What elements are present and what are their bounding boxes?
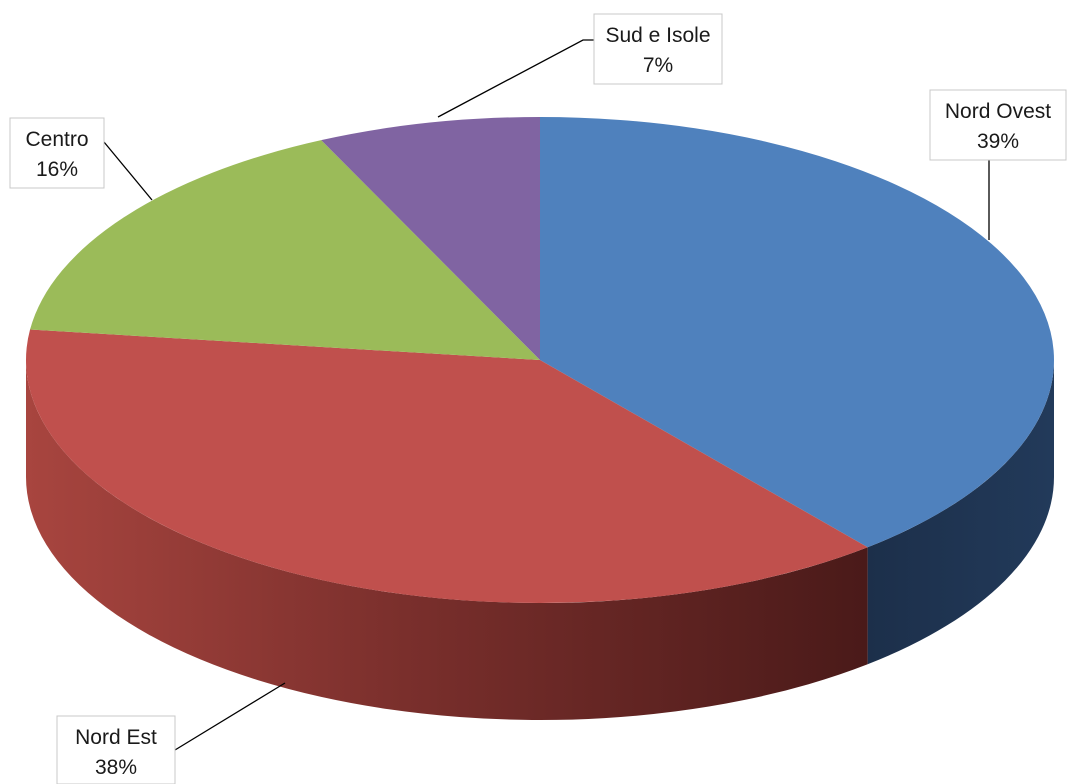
slice-name: Nord Ovest <box>945 100 1051 123</box>
leader-line <box>437 39 594 118</box>
label-box <box>9 117 105 189</box>
data-label-2: Nord Est 38% <box>56 682 286 784</box>
pie-tops <box>25 117 1055 603</box>
slice-percent: 39% <box>977 130 1019 153</box>
slice-top-2 <box>25 329 868 603</box>
slice-top-4 <box>321 117 540 360</box>
slice-top-3 <box>30 140 541 360</box>
slice-name: Centro <box>25 128 88 151</box>
data-label-1: Nord Ovest 39% <box>929 89 1067 240</box>
leader-line <box>103 141 153 201</box>
slice-percent: 38% <box>95 756 137 779</box>
slice-top-1 <box>540 117 1055 548</box>
slice-side-2 <box>26 360 868 720</box>
leader-line <box>174 682 286 751</box>
slice-name: Sud e Isole <box>605 24 710 47</box>
label-box <box>56 715 176 784</box>
slice-side-1 <box>867 360 1054 665</box>
pie-sides <box>26 360 1054 720</box>
label-box <box>593 13 723 85</box>
slice-percent: 16% <box>36 158 78 181</box>
slice-name: Nord Est <box>75 726 157 749</box>
slice-percent: 7% <box>643 54 673 77</box>
pie-labels: Nord Ovest 39% Nord Est 38% Centro 16% Sud e I… <box>9 13 1067 784</box>
data-label-3: Centro 16% <box>9 117 153 201</box>
data-label-4: Sud e Isole 7% <box>437 13 723 118</box>
label-box <box>929 89 1067 161</box>
